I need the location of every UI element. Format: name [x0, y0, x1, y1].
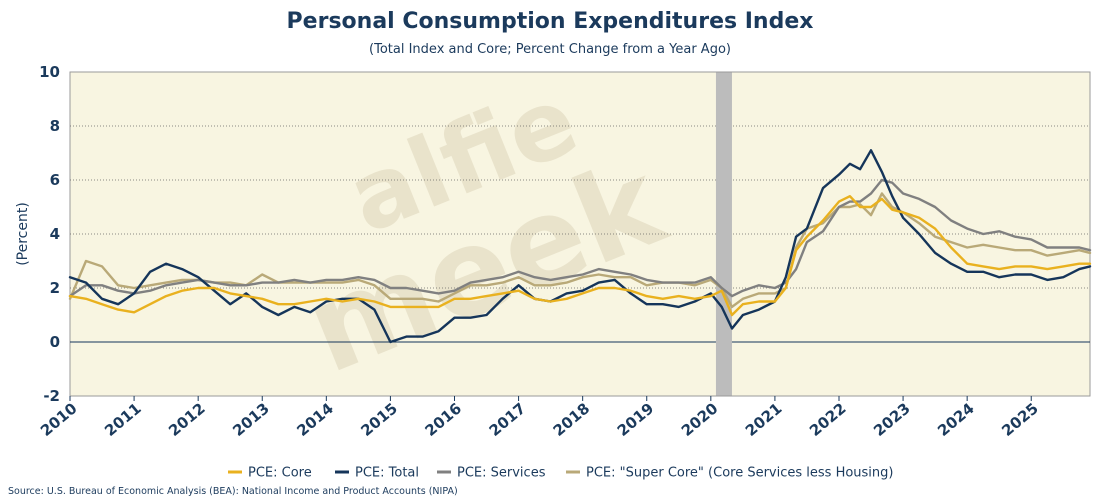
legend-label-2: PCE: Services [457, 466, 546, 481]
x-tick-label: 2017 [486, 399, 530, 440]
x-tick-label: 2023 [870, 399, 914, 440]
x-tick-label: 2014 [293, 399, 337, 440]
x-tick-label: 2021 [742, 399, 786, 440]
y-tick-label: 2 [50, 279, 60, 297]
x-tick-label: 2012 [165, 399, 209, 440]
y-tick-label: 10 [39, 63, 60, 81]
x-tick-label: 2013 [229, 399, 273, 440]
x-tick-label: 2015 [357, 399, 401, 440]
x-tick-label: 2025 [998, 399, 1042, 440]
x-tick-label: 2024 [934, 399, 978, 440]
chart-subtitle: (Total Index and Core; Percent Change fr… [369, 42, 731, 57]
legend-label-3: PCE: "Super Core" (Core Services less Ho… [586, 466, 894, 481]
x-tick-label: 2019 [614, 399, 658, 440]
legend: PCE: Core PCE: Total PCE: Services PCE: "Su… [228, 466, 894, 481]
y-tick-label: 4 [50, 225, 60, 243]
chart-title: Personal Consumption Expenditures Index [287, 9, 814, 34]
source-note: Source: U.S. Bureau of Economic Analysis… [8, 486, 458, 497]
y-axis: -2 0 2 4 6 8 10 [39, 63, 60, 405]
y-tick-label: 6 [50, 171, 60, 189]
x-axis: 2010 2011 2012 2013 2014 2015 2016 2017 2018 2019… [37, 396, 1042, 440]
x-tick-label: 2011 [101, 399, 145, 440]
recession-shading [715, 72, 732, 396]
x-tick-label: 2010 [37, 399, 81, 440]
y-tick-label: 8 [50, 117, 60, 135]
legend-label-0: PCE: Core [248, 466, 312, 481]
x-tick-label: 2020 [678, 399, 722, 440]
x-tick-label: 2022 [806, 399, 850, 440]
legend-label-1: PCE: Total [355, 466, 419, 481]
y-tick-label: 0 [50, 333, 60, 351]
y-axis-label: (Percent) [15, 202, 31, 266]
series-layer [68, 149, 1092, 344]
recession-band [715, 72, 732, 396]
series-line-3 [68, 192, 1092, 309]
series-line-2 [68, 178, 1092, 298]
x-tick-label: 2016 [422, 399, 466, 440]
x-tick-label: 2018 [550, 399, 594, 440]
series-line-0 [68, 194, 1092, 317]
y-tick-label: -2 [43, 387, 60, 405]
